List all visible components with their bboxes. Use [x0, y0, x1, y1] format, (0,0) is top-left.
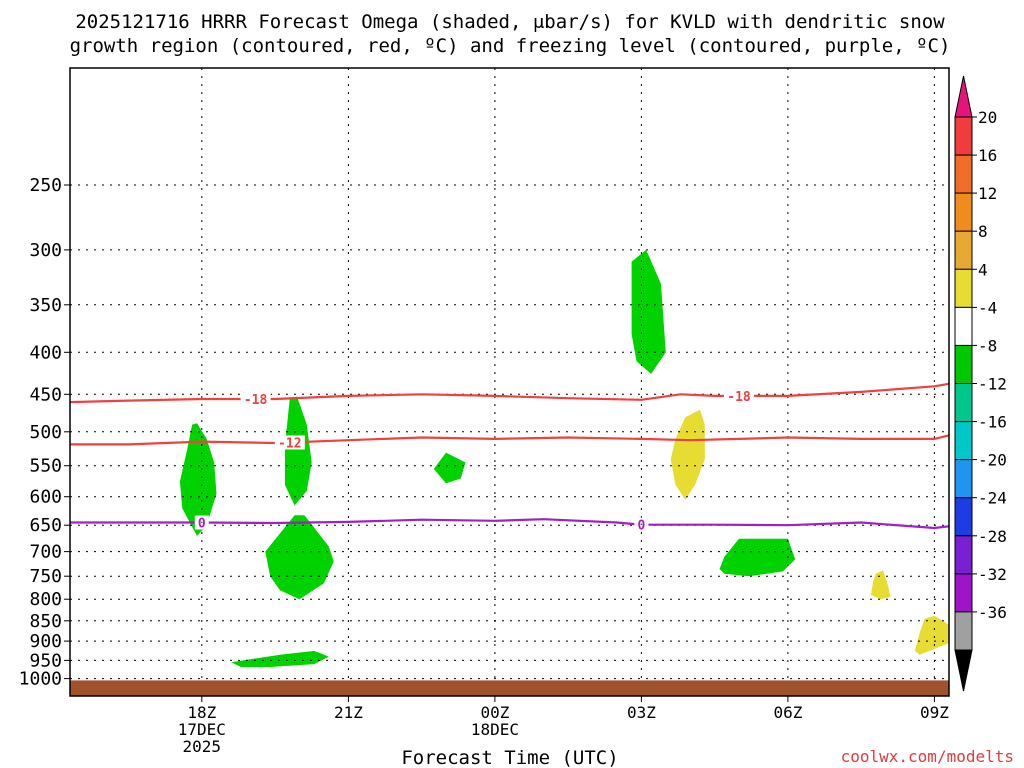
x-axis-label: Forecast Time (UTC) — [401, 747, 618, 768]
colorbar-label--28: -28 — [978, 527, 1007, 546]
y-tick-label-650: 650 — [29, 515, 62, 536]
omega-green-500-b — [284, 396, 312, 506]
colorbar-segment-6 — [954, 344, 973, 384]
omega-green-700 — [265, 515, 334, 600]
colorbar-label--8: -8 — [978, 336, 997, 355]
contour-label-0: 0 — [198, 517, 206, 532]
colorbar-label-8: 8 — [978, 222, 988, 241]
ground-band — [70, 680, 949, 696]
x-tick-label-2025: 2025 — [183, 737, 222, 756]
omega-green-720 — [719, 538, 796, 577]
x-tick-label-18Z: 18Z — [187, 703, 216, 722]
plot-background — [70, 68, 949, 696]
colorbar-segment-11 — [954, 535, 973, 575]
colorbar-bottom-arrow — [954, 649, 973, 692]
omega-yellow-770 — [870, 570, 891, 600]
colorbar-label-12: 12 — [978, 184, 997, 203]
omega-yellow-880 — [914, 615, 949, 655]
colorbar-segment-4 — [954, 268, 973, 308]
contour-line--12 — [70, 434, 950, 446]
y-tick-label-950: 950 — [29, 650, 62, 671]
colorbar-label--20: -20 — [978, 451, 1007, 470]
y-tick-label-850: 850 — [29, 611, 62, 632]
contour-line--18 — [69, 382, 950, 404]
y-tick-label-750: 750 — [29, 566, 62, 587]
x-tick-label-21Z: 21Z — [334, 703, 363, 722]
y-tick-label-600: 600 — [29, 487, 62, 508]
y-tick-label-1000: 1000 — [19, 669, 62, 690]
y-tick-label-350: 350 — [29, 295, 62, 316]
colorbar-segment-2 — [954, 192, 973, 232]
contour-label-bg--18 — [724, 388, 754, 403]
contour-line-0 — [70, 518, 950, 530]
colorbar-segment-13 — [954, 611, 973, 651]
contour-label-bg-0 — [194, 515, 209, 530]
contour-label--18: -18 — [244, 393, 268, 408]
grid-layer — [70, 68, 949, 696]
contour-label--18: -18 — [727, 390, 751, 405]
x-tick-label-17DEC: 17DEC — [178, 720, 226, 739]
x-tick-label-03Z: 03Z — [627, 703, 656, 722]
colorbar-label--16: -16 — [978, 413, 1007, 432]
colorbar-segment-5 — [954, 306, 973, 346]
colorbar-segment-3 — [954, 230, 973, 270]
x-tick-label-00Z: 00Z — [480, 703, 509, 722]
y-tick-label-300: 300 — [29, 240, 62, 261]
ground-layer — [70, 680, 949, 696]
y-axis: 2503003504004505005506006507007508008509… — [19, 175, 70, 690]
colorbar-label--24: -24 — [978, 489, 1007, 508]
colorbar-segment-0 — [954, 116, 973, 156]
colorbar-top-arrow — [954, 75, 973, 118]
y-tick-label-450: 450 — [29, 384, 62, 405]
colorbar-segment-1 — [954, 154, 973, 194]
chart-title-line1: 2025121716 HRRR Forecast Omega (shaded, … — [75, 11, 945, 33]
plot-area: -18 -18 -12 0 0 — [69, 67, 950, 697]
y-tick-label-800: 800 — [29, 589, 62, 610]
colorbar-label--36: -36 — [978, 603, 1007, 622]
x-tick-label-09Z: 09Z — [920, 703, 949, 722]
omega-shading-layer — [179, 249, 949, 667]
y-tick-label-550: 550 — [29, 456, 62, 477]
omega-green-550 — [433, 452, 466, 484]
contour-label-bg-0 — [634, 517, 649, 532]
contour-label--12: -12 — [278, 437, 301, 452]
colorbar-segment-12 — [954, 573, 973, 613]
chart-title-line2: growth region (contoured, red, ºC) and f… — [70, 35, 951, 57]
y-tick-label-700: 700 — [29, 542, 62, 563]
omega-green-500-a — [179, 423, 217, 536]
x-tick-label-18DEC: 18DEC — [471, 720, 519, 739]
y-tick-label-400: 400 — [29, 342, 62, 363]
colorbar-label--12: -12 — [978, 375, 1007, 394]
colorbar-label--32: -32 — [978, 565, 1007, 584]
colorbar-segment-8 — [954, 421, 973, 461]
x-tick-label-06Z: 06Z — [773, 703, 802, 722]
credit-text: coolwx.com/modelts — [841, 747, 1014, 766]
colorbar-label--4: -4 — [978, 298, 997, 317]
y-tick-label-900: 900 — [29, 631, 62, 652]
plot-frame — [69, 67, 950, 697]
y-tick-label-500: 500 — [29, 422, 62, 443]
contour-label-0: 0 — [637, 519, 645, 534]
colorbar-segment-7 — [954, 383, 973, 423]
omega-green-950 — [231, 650, 329, 667]
colorbar-segment-9 — [954, 459, 973, 499]
colorbar-segment-10 — [954, 497, 973, 537]
colorbar-label-16: 16 — [978, 146, 997, 165]
colorbar-label-4: 4 — [978, 260, 988, 279]
colorbar: 20 16 12 8 4 -4 -8 -12 -16 -20 -24 -28 -32 -36 — [954, 75, 1007, 692]
y-tick-label-250: 250 — [29, 175, 62, 196]
omega-green-300 — [631, 249, 666, 374]
contour-label-bg--12 — [274, 435, 305, 450]
contour-layer: -18 -18 -12 0 0 — [69, 382, 950, 534]
colorbar-label-20: 20 — [978, 108, 997, 127]
contour-label-bg--18 — [240, 392, 271, 406]
